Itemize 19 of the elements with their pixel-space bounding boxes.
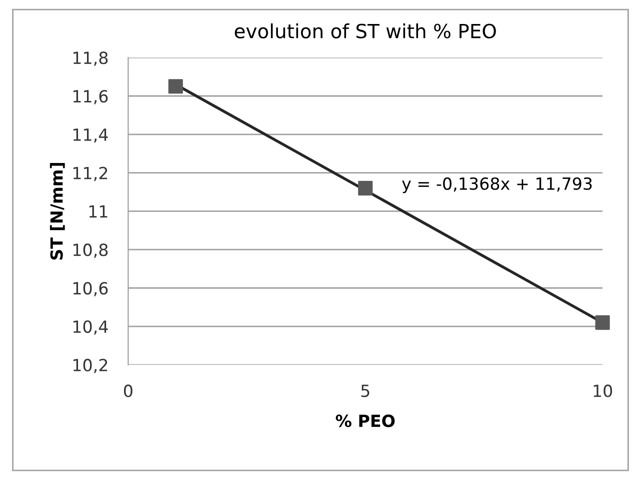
y-tick-label: 10,6 [73,282,108,296]
x-tick-label: 10 [594,384,612,398]
point [358,180,373,196]
x-axis-title: % PEO [336,414,395,428]
y-tick-label: 11,8 [73,52,108,66]
y-tick-label: 10,2 [73,358,108,374]
point [595,315,610,330]
x-tick-label: 0 [124,384,132,398]
y-tick-label: 11,4 [73,128,108,143]
point [168,79,183,94]
y-tick-label: 10,8 [73,244,108,258]
y-axis-title: ST [N/mm] [50,163,65,260]
y-tick-label: 10,4 [73,320,108,335]
chart-title: evolution of ST with % PEO [234,23,496,38]
y-tick-label: 11,6 [73,90,108,104]
x-tick-label: 5 [361,384,370,398]
y-tick-label: 11 [89,205,108,218]
annotation: y = -0,1368x + 11,793 [402,177,592,194]
y-tick-label: 11,2 [73,166,108,182]
